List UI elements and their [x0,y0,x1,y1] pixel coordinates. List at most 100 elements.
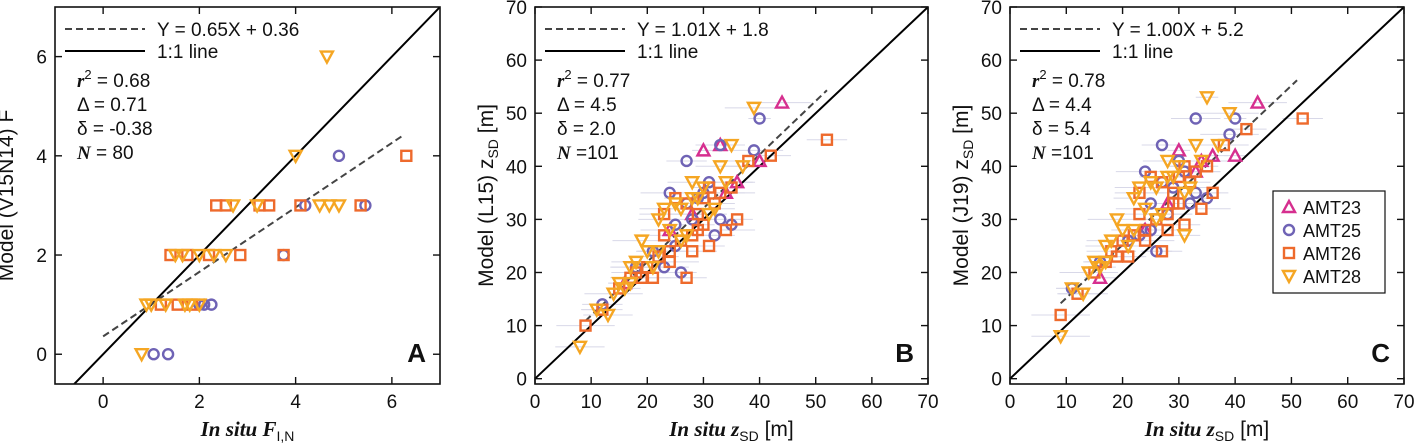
data-point [599,308,617,324]
y-tick-label: 2 [36,246,47,267]
data-point [1221,106,1238,122]
data-point [311,199,328,214]
stat-r2: r2 = 0.68 [77,67,150,92]
data-point [644,260,661,276]
data-point [225,199,242,214]
y-tick-label: 50 [981,104,1002,125]
data-point [1167,197,1180,210]
series-amt28 [1052,91,1238,345]
data-point [702,239,716,253]
data-point [661,223,678,239]
x-tick-label: 4 [290,392,301,413]
fit-line [1059,79,1298,305]
x-tick-label: 2 [194,392,205,413]
stat-delta-small: δ = -0.38 [77,119,153,140]
data-point [1206,186,1219,200]
data-point [588,303,605,319]
data-point [1054,308,1067,322]
legend-marker-amt23 [1280,198,1298,214]
data-point [1155,245,1169,258]
x-tick-label: 50 [1281,392,1302,413]
data-point [633,234,650,250]
data-point [191,298,208,314]
data-point [277,248,290,262]
x-axis-label: In situ zSD [m] [668,417,794,444]
y-tick-label: 4 [36,147,47,168]
data-point [1193,154,1210,170]
data-point [764,149,777,162]
y-axis-label: Model (J19) zSD [m] [950,105,976,287]
data-point [217,248,234,264]
legend-fit-label: Y = 1.01X + 1.8 [637,20,769,41]
x-tick-label: 6 [387,392,398,413]
data-point [1189,112,1202,125]
data-point [701,207,718,223]
data-point [1249,94,1266,109]
stat-delta: Δ = 0.71 [77,95,147,116]
y-tick-label: 40 [981,157,1002,178]
x-axis-label: In situ FI,N [200,417,295,444]
plot-frame [54,6,441,385]
data-point [1138,234,1152,247]
data-point [1198,91,1216,106]
data-point [730,213,744,226]
y-tick-label: 60 [981,51,1002,72]
y-tick-label: 40 [506,157,527,178]
x-tick-label: 0 [530,392,541,413]
data-point [1114,223,1131,239]
data-point [1131,181,1148,197]
y-axis-label: Model (V15N14) F [0,110,18,282]
plot-area [1010,7,1404,380]
data-point [157,298,174,314]
data-point [639,245,656,260]
data-point [354,199,367,212]
data-point [1097,239,1114,255]
legend-one-to-one-label: 1:1 line [1112,42,1173,63]
data-point [1125,191,1142,207]
series-amt26 [154,149,413,311]
legend-label-amt23: AMT23 [1303,198,1361,218]
data-point [1182,181,1199,197]
panel-b: 0 10 20 30 40 50 60 70 0 10 20 30 40 50 60 70 Y = 1.01X … [475,0,939,444]
data-point [1155,138,1169,152]
data-point [287,149,304,165]
series-legend: AMT23 AMT25 AMT26 AMT28 [1272,190,1386,294]
data-point [332,149,346,163]
data-point [174,248,191,264]
stat-delta: Δ = 4.5 [557,95,617,116]
stat-delta-small: δ = 5.4 [1032,119,1091,140]
data-point [1227,147,1244,162]
y-tick-label: 20 [981,263,1002,284]
data-point [1137,202,1154,218]
data-point [1097,255,1114,271]
data-point [680,154,693,168]
one-to-one-line [73,7,440,384]
x-tick-label: 0 [98,392,109,413]
x-tick-label: 10 [1056,392,1077,413]
x-tick-label: 30 [1168,392,1189,413]
x-tick-label: 50 [805,392,826,413]
legend-label-amt25: AMT25 [1303,221,1361,241]
series-amt28 [133,50,347,363]
data-point [650,245,667,260]
data-point [1189,165,1202,178]
data-point [1092,260,1109,276]
data-point [714,138,727,152]
data-point [1161,223,1174,237]
fit-line [102,135,403,338]
data-point [147,348,160,361]
legend-fit-label: Y = 0.65X + 0.36 [157,20,299,41]
legend-marker-amt26 [1282,246,1296,260]
data-point [205,248,222,264]
data-point [277,248,290,262]
data-point [1108,213,1125,228]
panel-letter: A [407,338,426,368]
y-tick-label: 10 [506,317,527,338]
x-tick-label: 20 [637,392,658,413]
x-tick-label: 40 [749,392,770,413]
y-tick-label: 50 [506,104,527,125]
data-point [684,176,701,191]
data-point [650,213,667,228]
x-tick-label: 70 [917,392,938,413]
y-tick-label: 10 [981,317,1002,338]
